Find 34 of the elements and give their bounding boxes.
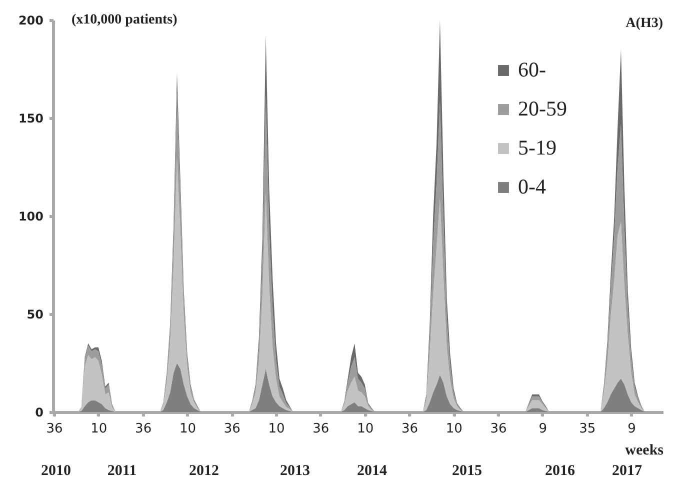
y-tick-label: 150 xyxy=(18,112,44,126)
x-tick-label: 10 xyxy=(179,422,196,436)
x-tick-label: 9 xyxy=(538,422,548,436)
text: 2011 xyxy=(107,463,137,479)
x-tick-label: 9 xyxy=(628,422,636,436)
chart-title: A(H3) xyxy=(626,16,664,31)
y-tick-label: 100 xyxy=(18,210,44,224)
x-tick-label: 10 xyxy=(90,422,108,436)
text: 2010 xyxy=(41,463,71,479)
legend-label: 20-59 xyxy=(518,96,567,120)
x-tick-label: 36 xyxy=(46,422,63,436)
text: 2015 xyxy=(452,463,482,479)
x-tick-label: 36 xyxy=(312,422,330,436)
text: 2014 xyxy=(357,463,388,479)
y-tick-label: 50 xyxy=(26,308,44,322)
x-tick-label: 10 xyxy=(268,422,285,436)
legend-label: 60- xyxy=(518,58,546,82)
x-tick-label: 36 xyxy=(224,422,240,436)
x-tick-label: 10 xyxy=(446,422,462,436)
text: 2017 xyxy=(612,463,642,479)
x-axis-title: weeks xyxy=(625,442,664,458)
x-tick-label: 10 xyxy=(357,422,374,436)
y-tick-label: 0 xyxy=(35,406,44,420)
legend-label: 5-19 xyxy=(518,136,556,160)
text: 2013 xyxy=(280,463,310,479)
y-axis-title: (x10,000 patients) xyxy=(72,12,178,28)
text: 2012 xyxy=(189,463,219,479)
text: 2016 xyxy=(545,463,576,479)
x-tick-label: 36 xyxy=(135,422,152,436)
x-tick-label: 35 xyxy=(579,422,596,436)
legend-label: 0-4 xyxy=(518,174,546,198)
x-tick-label: 36 xyxy=(490,422,507,436)
y-tick-label: 200 xyxy=(18,14,44,28)
x-tick-label: 36 xyxy=(401,422,418,436)
